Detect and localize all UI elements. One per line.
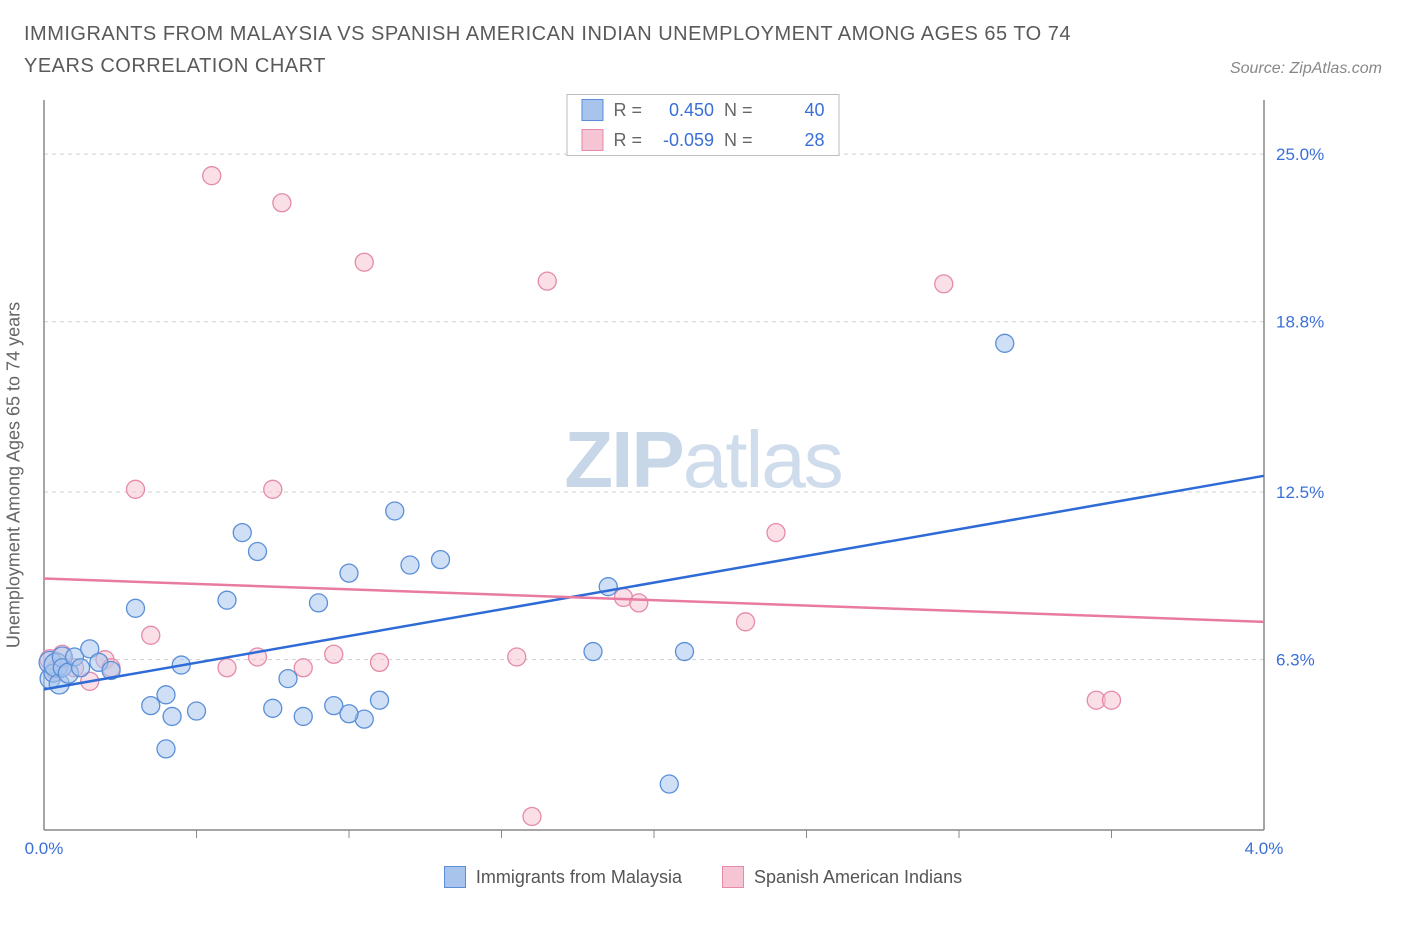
swatch-pink-icon [722, 866, 744, 888]
svg-text:18.8%: 18.8% [1276, 313, 1324, 332]
n-label: N = [724, 100, 753, 121]
data-point-pink [355, 253, 373, 271]
svg-text:6.3%: 6.3% [1276, 651, 1315, 670]
data-point-blue [584, 643, 602, 661]
data-point-blue [432, 551, 450, 569]
plot-area: Unemployment Among Ages 65 to 74 years Z… [24, 90, 1382, 860]
scatter-chart: 6.3% 12.5% 18.8% 25.0% 0.0% 4.0% [24, 90, 1354, 860]
data-point-blue [249, 543, 267, 561]
swatch-blue-icon [581, 99, 603, 121]
data-point-blue [386, 502, 404, 520]
n-value-blue: 40 [763, 100, 825, 121]
data-point-pink [538, 272, 556, 290]
data-point-blue [401, 556, 419, 574]
data-point-blue [279, 670, 297, 688]
data-point-pink [203, 167, 221, 185]
data-point-blue [142, 697, 160, 715]
data-point-blue [371, 691, 389, 709]
data-point-pink [737, 613, 755, 631]
data-point-pink [523, 807, 541, 825]
data-point-blue [218, 591, 236, 609]
svg-text:0.0%: 0.0% [25, 839, 64, 858]
data-point-blue [310, 594, 328, 612]
r-label: R = [613, 100, 642, 121]
data-point-blue [996, 334, 1014, 352]
legend-item-blue: Immigrants from Malaysia [444, 866, 682, 888]
legend-row-pink: R = -0.059 N = 28 [567, 125, 838, 155]
svg-text:12.5%: 12.5% [1276, 483, 1324, 502]
swatch-pink-icon [581, 129, 603, 151]
chart-title: IMMIGRANTS FROM MALAYSIA VS SPANISH AMER… [24, 18, 1124, 82]
r-value-blue: 0.450 [652, 100, 714, 121]
correlation-legend: R = 0.450 N = 40 R = -0.059 N = 28 [566, 94, 839, 156]
data-point-blue [163, 707, 181, 725]
data-point-pink [218, 659, 236, 677]
legend-item-pink: Spanish American Indians [722, 866, 962, 888]
data-point-pink [142, 626, 160, 644]
data-point-blue [294, 707, 312, 725]
series-legend: Immigrants from Malaysia Spanish America… [24, 866, 1382, 888]
data-point-pink [767, 524, 785, 542]
data-point-pink [127, 480, 145, 498]
data-point-blue [676, 643, 694, 661]
data-point-blue [233, 524, 251, 542]
data-point-blue [72, 659, 90, 677]
legend-label-pink: Spanish American Indians [754, 867, 962, 888]
data-point-blue [127, 599, 145, 617]
data-point-blue [264, 699, 282, 717]
y-axis-label: Unemployment Among Ages 65 to 74 years [4, 302, 25, 648]
data-point-blue [340, 705, 358, 723]
trend-line-blue [44, 476, 1264, 690]
data-point-blue [157, 686, 175, 704]
n-value-pink: 28 [763, 130, 825, 151]
svg-text:25.0%: 25.0% [1276, 145, 1324, 164]
data-point-blue [660, 775, 678, 793]
data-point-pink [273, 194, 291, 212]
svg-text:4.0%: 4.0% [1245, 839, 1284, 858]
r-value-pink: -0.059 [652, 130, 714, 151]
data-point-pink [630, 594, 648, 612]
data-point-blue [188, 702, 206, 720]
legend-label-blue: Immigrants from Malaysia [476, 867, 682, 888]
data-point-pink [508, 648, 526, 666]
data-point-pink [371, 653, 389, 671]
legend-row-blue: R = 0.450 N = 40 [567, 95, 838, 125]
data-point-blue [340, 564, 358, 582]
r-label: R = [613, 130, 642, 151]
data-point-pink [1103, 691, 1121, 709]
data-point-pink [294, 659, 312, 677]
data-point-pink [264, 480, 282, 498]
n-label: N = [724, 130, 753, 151]
data-point-pink [935, 275, 953, 293]
data-point-pink [325, 645, 343, 663]
data-point-blue [157, 740, 175, 758]
swatch-blue-icon [444, 866, 466, 888]
source-attribution: Source: ZipAtlas.com [1230, 60, 1382, 78]
